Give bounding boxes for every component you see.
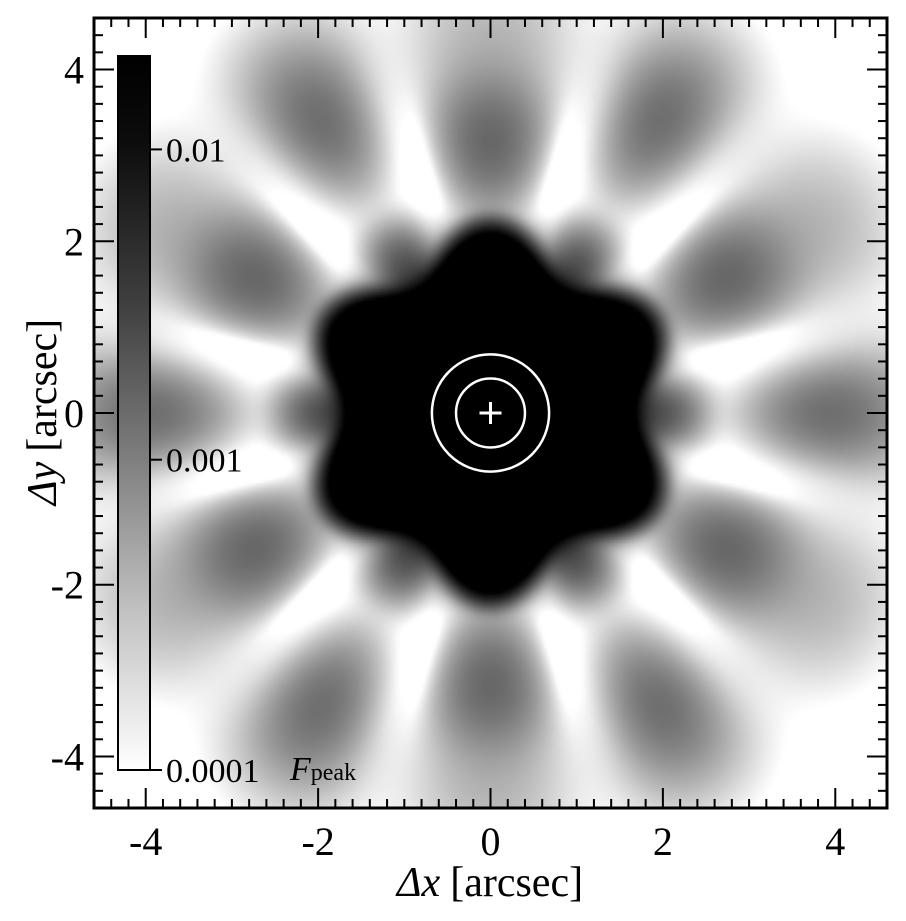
colorbar-unit-symbol: F [289,751,312,788]
x-tick-label: 0 [481,819,501,864]
overlay-circle-1 [430,353,551,473]
overlay-layer [430,353,551,473]
y-tick-labels: -4 -2 0 2 4 [51,48,84,780]
x-tick-labels: -4 -2 0 2 4 [129,819,845,864]
colorbar-unit-subscript: peak [311,760,356,786]
y-axis-title: Δy [arcsec] [20,319,66,507]
y-tick-label: -4 [51,734,84,779]
y-axis-unit: [arcsec] [20,319,66,452]
axis-ticks [94,17,888,808]
x-axis-unit: [arcsec] [450,860,583,906]
x-tick-label: -2 [301,819,334,864]
x-tick-label: 4 [825,819,845,864]
colorbar-tick-label: 0.0001 [166,753,260,790]
colorbar-ticks [150,148,162,771]
x-axis-title: Δx [arcsec] [395,860,583,906]
y-axis-symbol: Δy [20,461,66,507]
colorbar-labels: 0.01 0.001 0.0001 [166,132,260,790]
y-tick-label: 4 [64,48,84,93]
colorbar-tick-label: 0.001 [166,443,243,480]
colorbar-tick-label: 0.01 [166,132,226,169]
y-tick-label: -2 [51,563,84,608]
x-tick-label: 2 [653,819,673,864]
colorbar: 0.01 0.001 0.0001 Fpeak [117,55,356,790]
y-tick-label: 0 [64,391,84,436]
x-tick-label: -4 [129,819,162,864]
center-marker-plus [479,402,502,424]
y-tick-label: 2 [64,219,84,264]
colorbar-unit: Fpeak [289,751,356,788]
overlay-circle-0 [454,377,527,449]
x-axis-symbol: Δx [395,860,441,906]
colorbar-bar [117,55,151,771]
